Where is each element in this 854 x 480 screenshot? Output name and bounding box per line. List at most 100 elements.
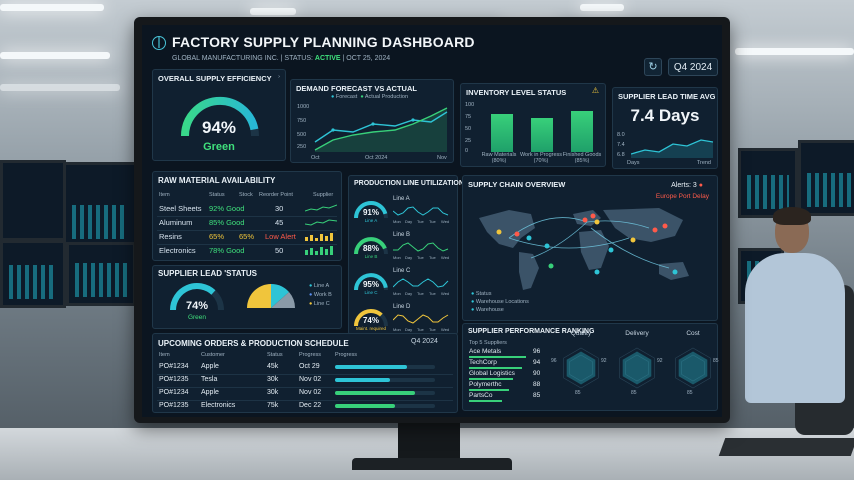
table-row[interactable]: Steel Sheets 92% Good 30 [153,202,341,216]
y-tick: 6.8 [617,152,625,158]
table-row[interactable]: PO#1235 Tesla 30k Nov 02 [153,375,457,387]
line-sparkline [393,314,449,324]
header-date: OCT 25, 2024 [346,55,391,62]
score-bar [469,367,522,369]
raw-material-panel[interactable]: RAW MATERIAL AVAILABILITY Item Status St… [152,171,342,261]
score-bar [469,400,502,402]
supplier-ranking-panel[interactable]: SUPPLIER PERFORMANCE RANKING Top 5 Suppl… [462,323,719,411]
company-name: GLOBAL MANUFACTURING INC. [172,55,279,62]
upcoming-orders-panel[interactable]: UPCOMING ORDERS & PRODUCTION SCHEDULE Q4… [152,333,458,413]
order-id: PO#1235 [159,376,189,383]
alerts-label: Alerts: 3 ● [671,182,703,189]
table-row[interactable]: Resins 65% 65% Low Alert [153,230,341,244]
col-header: Reorder Point [259,192,293,198]
radar-label: Quality [570,330,592,337]
warehouse-marker [514,231,520,237]
inventory-panel[interactable]: INVENTORY LEVEL STATUS ⚠ 100 75 50 25 0 … [460,83,606,167]
list-item[interactable]: Polymerthc 88 [463,381,545,392]
radar-chart [563,347,599,389]
line-value: 88% [362,244,379,253]
lead-time-panel[interactable]: SUPPLIER LEAD TIME AVG 7.4 Days 8.0 7.4 … [612,87,718,169]
y-tick: 7.4 [617,142,625,148]
col-header: Progress [335,352,358,358]
list-item[interactable]: TechCorp 94 [463,359,545,370]
alert-icon: ● [698,182,703,189]
radar-value: 85 [575,390,581,396]
col-header: Supplier [313,192,334,198]
main-monitor: FACTORY SUPPLY PLANNING DASHBOARD GLOBAL… [134,17,730,423]
y-tick: 8.0 [617,132,625,138]
list-item[interactable]: PartsCo 85 [463,392,545,403]
table-row[interactable]: PO#1234 Apple 45k Oct 29 [153,362,457,374]
order-date: Nov 02 [299,389,322,396]
supplier-name: PartsCo [469,392,493,399]
y-tick: 250 [297,144,307,150]
production-utilization-panel[interactable]: PRODUCTION LINE UTILIZATION 91% Line A Lin… [348,175,464,335]
panel-title: INVENTORY LEVEL STATUS [466,88,567,97]
keyboard [718,438,854,456]
col-header: Progress [299,352,322,358]
radar-value: 92 [657,358,663,364]
ceiling-light [0,84,120,91]
status-value: 92% Good [209,204,245,213]
item-name: Steel Sheets [159,204,202,213]
quarter-selector-button[interactable]: Q4 2024 [668,58,718,76]
progress-fill [335,404,395,408]
table-row[interactable]: Electronics 78% Good 50 [153,244,341,258]
refresh-icon: ↻ [648,61,658,73]
progress-fill [335,365,407,369]
supplier-name: Polymerthc [469,381,502,388]
list-item[interactable]: Ace Metals 96 [463,348,545,359]
background-monitor [0,160,66,241]
radar-chart [619,347,655,389]
table-row[interactable]: PO#1234 Apple 30k Nov 02 [153,388,457,400]
panel-title: RAW MATERIAL AVAILABILITY [158,176,276,185]
status-value: ACTIVE [314,55,341,62]
alert-text: Europe Port Delay [655,193,709,200]
radar-value: 96 [551,358,557,364]
warehouse-marker [590,213,596,219]
warehouse-marker [662,223,668,229]
y-tick: 0 [465,148,469,154]
warehouse-marker [526,235,532,241]
refresh-button[interactable]: ↻ [644,58,662,76]
score-bar [469,356,526,358]
order-quantity: 30k [267,389,279,396]
order-id: PO#1235 [159,402,189,409]
efficiency-value: 94% [201,118,237,137]
inventory-bar [491,114,513,152]
item-name: Electronics [159,246,196,255]
x-tick: Oct [311,155,320,161]
item-name: Resins [159,232,182,241]
world-map[interactable] [469,198,713,298]
ceiling-light [580,4,624,11]
list-item[interactable]: Global Logistics 90 [463,370,545,381]
progress-track [335,365,435,369]
table-row[interactable]: Aluminum 85% Good 45 [153,216,341,230]
warehouse-marker [630,237,636,243]
lead-status-value: 74% [185,300,209,312]
line-sparkline [393,278,449,288]
row-divider [157,374,453,375]
table-row[interactable]: PO#1235 Electronics 75k Dec 22 [153,401,457,413]
supplier-score: 90 [533,370,541,377]
efficiency-gauge [180,96,259,137]
day-label: Wed [441,255,450,260]
demand-forecast-panel[interactable]: DEMAND FORECAST VS ACTUAL ● Forecast ● A… [290,79,454,163]
supplier-bars [305,233,333,241]
day-label: Tue [429,291,436,296]
score-bar [469,378,513,380]
lead-status-label: Green [187,314,207,321]
line-sub-label: Maint. required [355,326,386,331]
line-sub-label: Line A [364,218,378,223]
legend-warehouse-locations: Warehouse Locations [475,299,529,305]
status-value: 85% Good [209,218,245,227]
supplier-score: 94 [533,359,541,366]
inventory-bar [531,118,553,152]
supplier-lead-status-panel[interactable]: SUPPLIER LEAD 'STATUS 74% Green ● Line A… [152,265,342,329]
x-label: Days [627,160,640,166]
supply-chain-panel[interactable]: SUPPLY CHAIN OVERVIEW Alerts: 3 ● Europe… [462,175,718,321]
day-label: Wed [441,219,450,224]
supply-efficiency-panel[interactable]: OVERALL SUPPLY EFFICIENCY › 94% Green [152,69,286,161]
supplier-score: 85 [533,392,541,399]
